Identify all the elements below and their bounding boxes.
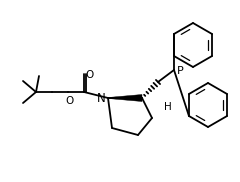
Text: P: P: [177, 66, 183, 76]
Polygon shape: [108, 94, 142, 102]
Text: N: N: [97, 92, 105, 104]
Text: H: H: [164, 102, 172, 112]
Text: O: O: [66, 96, 74, 106]
Text: O: O: [86, 70, 94, 80]
